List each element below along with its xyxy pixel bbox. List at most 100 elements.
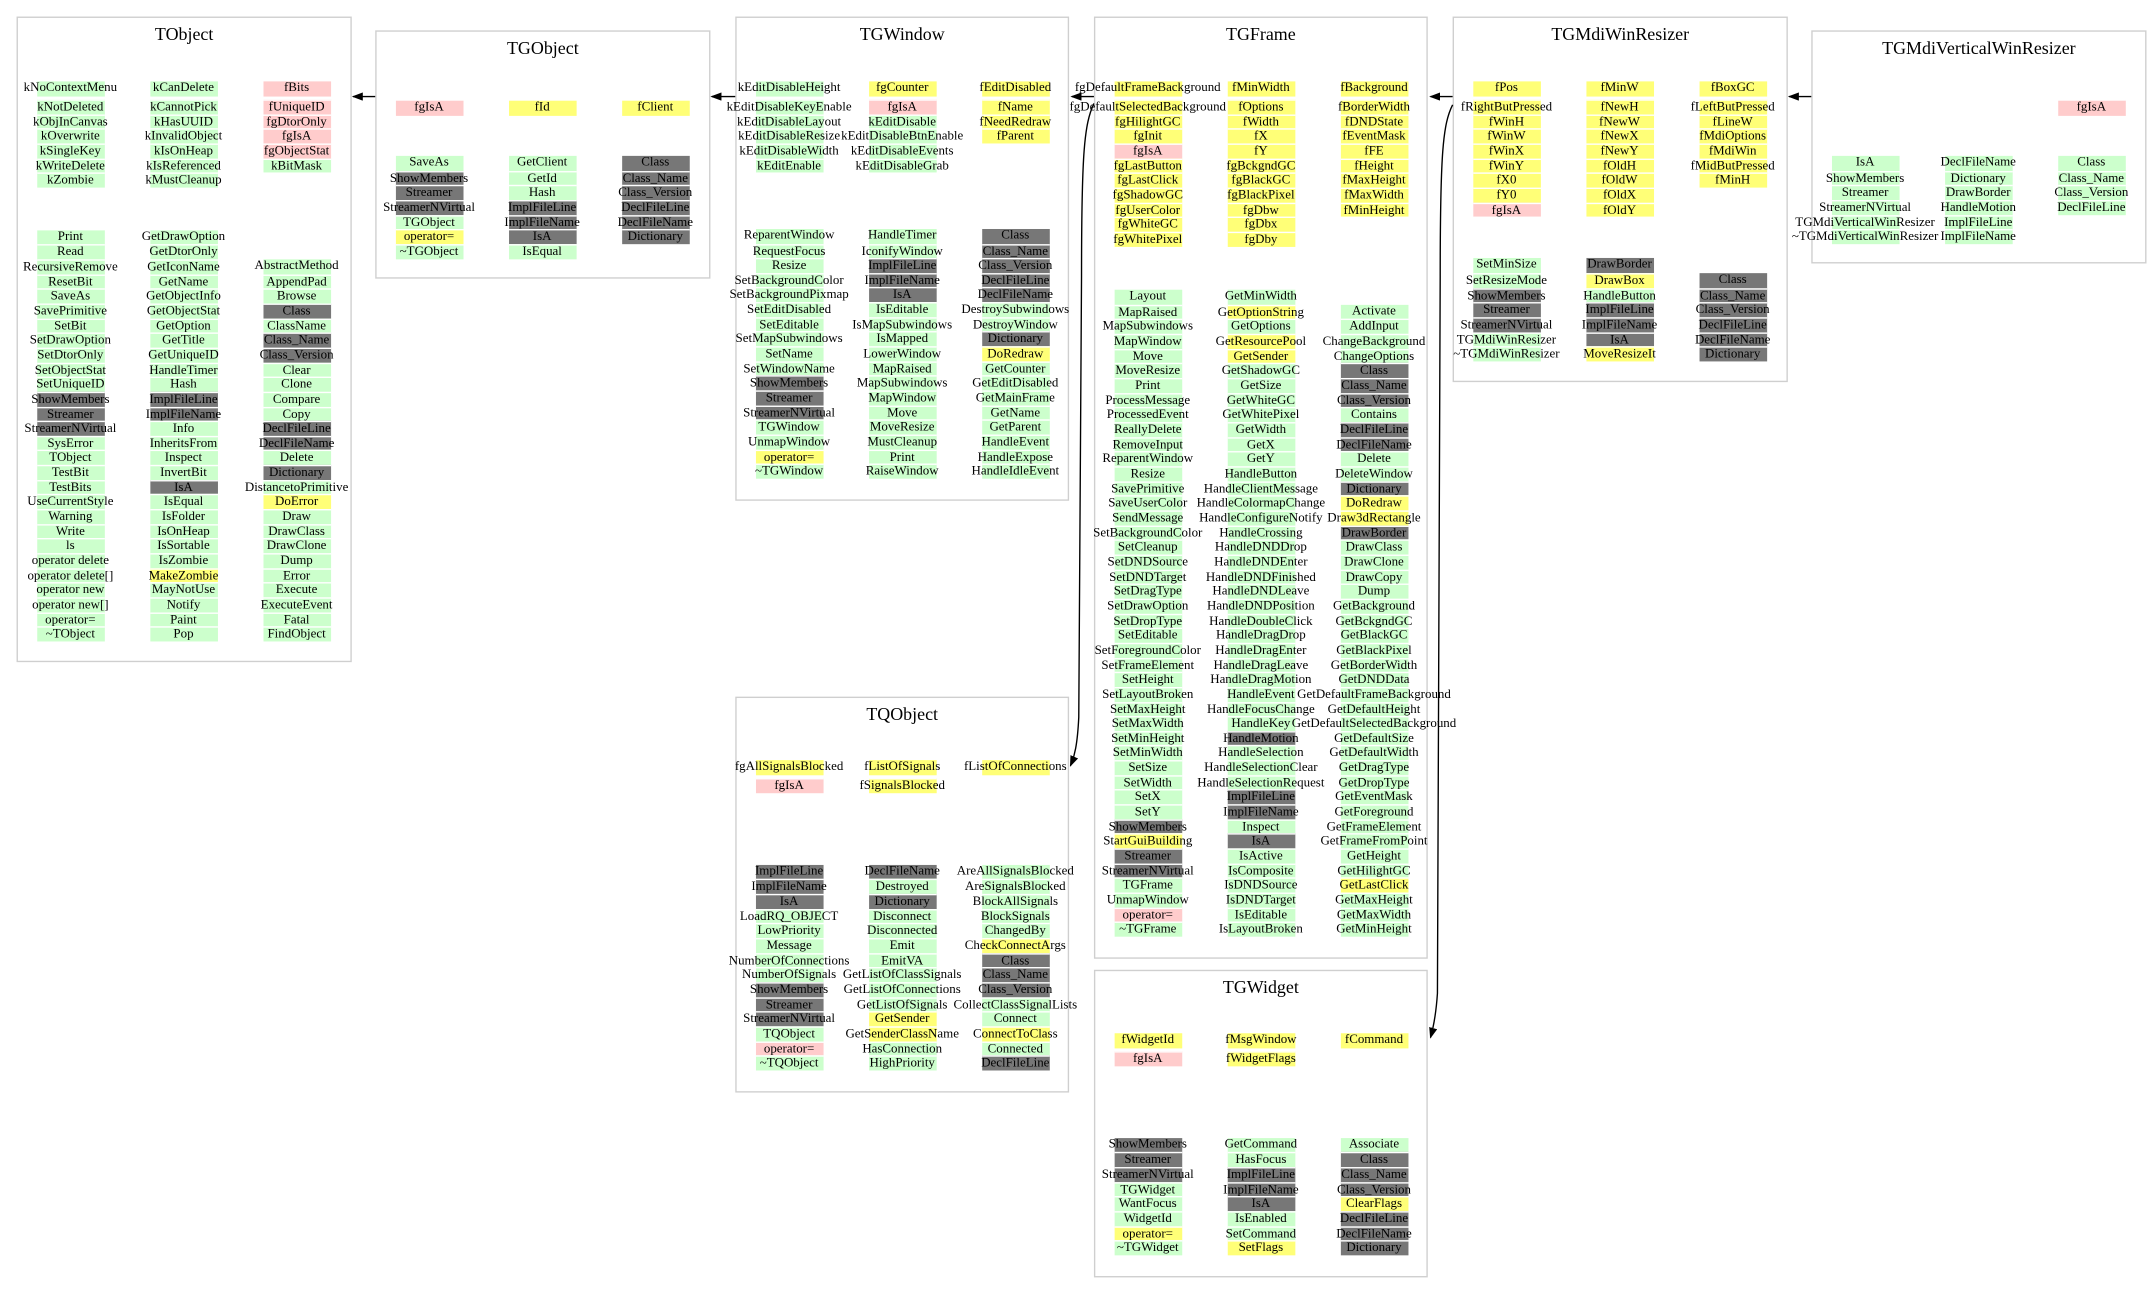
method-cell: DoError: [262, 494, 331, 510]
method-cell: SetResizeMode: [1466, 273, 1547, 288]
method-cell: GetIconName: [147, 259, 220, 274]
method-cell: NumberOfConnections: [729, 952, 849, 968]
method-cell: IsMapped: [868, 331, 936, 347]
method-cell: DrawClass: [262, 523, 331, 539]
method-name: ChangeBackground: [1322, 335, 1426, 350]
method-name: SetBackgroundPixmap: [729, 288, 849, 303]
member-name: fY: [1254, 145, 1268, 159]
class-title: TQObject: [866, 703, 939, 725]
member-cell: kBitMask: [262, 158, 331, 174]
method-name: ClassName: [267, 319, 327, 334]
method-cell: TGMdiVerticalWinResizer: [1795, 214, 1935, 230]
method-cell: SetSize: [1113, 760, 1182, 775]
method-name: IsEqual: [522, 245, 562, 260]
member-name: kSingleKey: [39, 145, 101, 159]
method-name: SetForegroundColor: [1094, 644, 1201, 658]
method-cell: Resize: [1113, 466, 1182, 481]
method-name: Layout: [1129, 289, 1167, 304]
method-cell: GetWidth: [1227, 422, 1295, 437]
method-name: GetBckgndGC: [1335, 614, 1413, 629]
member-name: fgLastButton: [1113, 159, 1182, 174]
method-name: SetY: [1134, 805, 1161, 820]
member-name: fgHilightGC: [1115, 115, 1181, 130]
method-name: GetDNDData: [1338, 673, 1410, 688]
method-name: Read: [57, 245, 84, 260]
method-cell: Class_Version: [618, 185, 692, 200]
method-cell: ImplFileName: [1223, 1181, 1299, 1197]
method-cell: StreamerNVirtual: [1102, 863, 1194, 878]
member-cell: fgAllSignalsBlocked: [735, 760, 843, 775]
member-column: kNoContextMenu kNotDeleted kObjInCanvas kOv…: [24, 81, 117, 188]
member-cell: fMsgWindow: [1225, 1033, 1297, 1048]
method-column: ImplFileLine ImplFileName IsA LoadRQ_OBJECT…: [729, 864, 849, 1071]
method-cell: IsLayoutBroken: [1219, 921, 1303, 937]
method-cell: GetListOfConnections: [844, 982, 961, 997]
member-name: fMinHeight: [1343, 203, 1405, 218]
method-cell: GetResourcePool: [1216, 333, 1306, 349]
method-cell: ImplFileLine: [1226, 789, 1296, 805]
method-name: GetDefaultFrameBackground: [1297, 688, 1451, 702]
method-cell: IsFolder: [149, 509, 218, 524]
method-name: ImplFileLine: [1944, 216, 2013, 230]
member-column: fgCounter fgIsA kEditDisable kEditDisableBt…: [841, 81, 963, 174]
method-cell: GetOptionString: [1218, 304, 1304, 320]
method-name: ImplFileLine: [1226, 791, 1296, 805]
method-name: SetDropType: [1113, 614, 1183, 629]
method-name: ImplFileName: [864, 274, 940, 289]
method-name: HandleMotion: [1940, 201, 2016, 216]
method-cell: StreamerNVirtual: [24, 420, 116, 436]
class-box-tobject: TObject kNoContextMenu kNotDeleted kObjInCa…: [16, 16, 352, 663]
method-name: IsA: [174, 481, 193, 495]
method-name: Dictionary: [268, 466, 325, 481]
member-name: fNewH: [1600, 100, 1639, 115]
member-column: fListOfConnections: [964, 760, 1067, 778]
method-name: MoveResizeIt: [1583, 348, 1656, 362]
method-cell: StreamerNVirtual: [383, 199, 475, 215]
member-name: kEditEnable: [757, 159, 822, 174]
method-name: SetDrawOption: [1107, 599, 1189, 614]
method-cell: MoveResize: [1113, 363, 1182, 379]
method-cell: operator=: [395, 229, 463, 245]
method-name: GetMainFrame: [975, 391, 1055, 406]
member-cell: kEditDisableKeyEnable: [727, 99, 852, 115]
class-title: TGFrame: [1225, 23, 1296, 45]
method-name: SetWindowName: [743, 362, 835, 377]
method-name: Print: [1135, 379, 1161, 394]
member-name: fNeedRedraw: [979, 115, 1052, 130]
member-cell: fgHilightGC: [1113, 114, 1182, 130]
method-cell: GetOption: [149, 318, 218, 333]
member-name: fgDefaultFrameBackground: [1074, 81, 1221, 96]
method-name: ExecuteEvent: [260, 598, 333, 613]
method-name: GetOptions: [1231, 320, 1291, 335]
method-cell: Delete: [1340, 451, 1408, 467]
member-name: fgBlackGC: [1231, 174, 1291, 189]
member-name: fMaxHeight: [1342, 174, 1406, 189]
method-name: DeclFileName: [617, 216, 693, 230]
member-column: fMsgWindow fWidgetFlags: [1225, 1033, 1297, 1067]
method-name: Disconnected: [866, 924, 938, 939]
method-name: Dictionary: [1704, 348, 1761, 362]
method-name: IsSortable: [157, 539, 210, 554]
method-cell: HandleEvent: [981, 434, 1050, 450]
method-cell: Move: [868, 405, 936, 420]
method-cell: Dictionary: [1698, 346, 1767, 362]
method-name: SetCommand: [1225, 1227, 1297, 1242]
method-name: SetDNDTarget: [1109, 570, 1187, 585]
method-name: DeclFileLine: [1339, 1212, 1409, 1227]
class-box-tgwidget: TGWidget fWidgetId fgIsA fMsgWindow fWidgetF…: [1093, 969, 1428, 1278]
method-name: HandleDNDEnter: [1214, 555, 1308, 570]
method-name: IsA: [532, 230, 552, 245]
member-cell: fX: [1227, 128, 1295, 144]
method-name: Class_Name: [1341, 379, 1407, 394]
member-cell: fOldY: [1585, 202, 1654, 218]
member-cell: kEditDisableGrab: [856, 158, 949, 174]
member-name: kWriteDelete: [35, 159, 105, 174]
method-name: Class_Name: [982, 968, 1048, 983]
method-name: Class: [1359, 1153, 1388, 1168]
method-name: ImplFileLine: [868, 259, 937, 274]
method-name: DistancetoPrimitive: [244, 481, 349, 495]
member-column: fgIsA: [395, 100, 463, 119]
method-cell: ShowMembers: [750, 982, 828, 997]
method-cell: ~TGFrame: [1113, 921, 1182, 937]
method-name: DeclFileName: [977, 288, 1054, 303]
